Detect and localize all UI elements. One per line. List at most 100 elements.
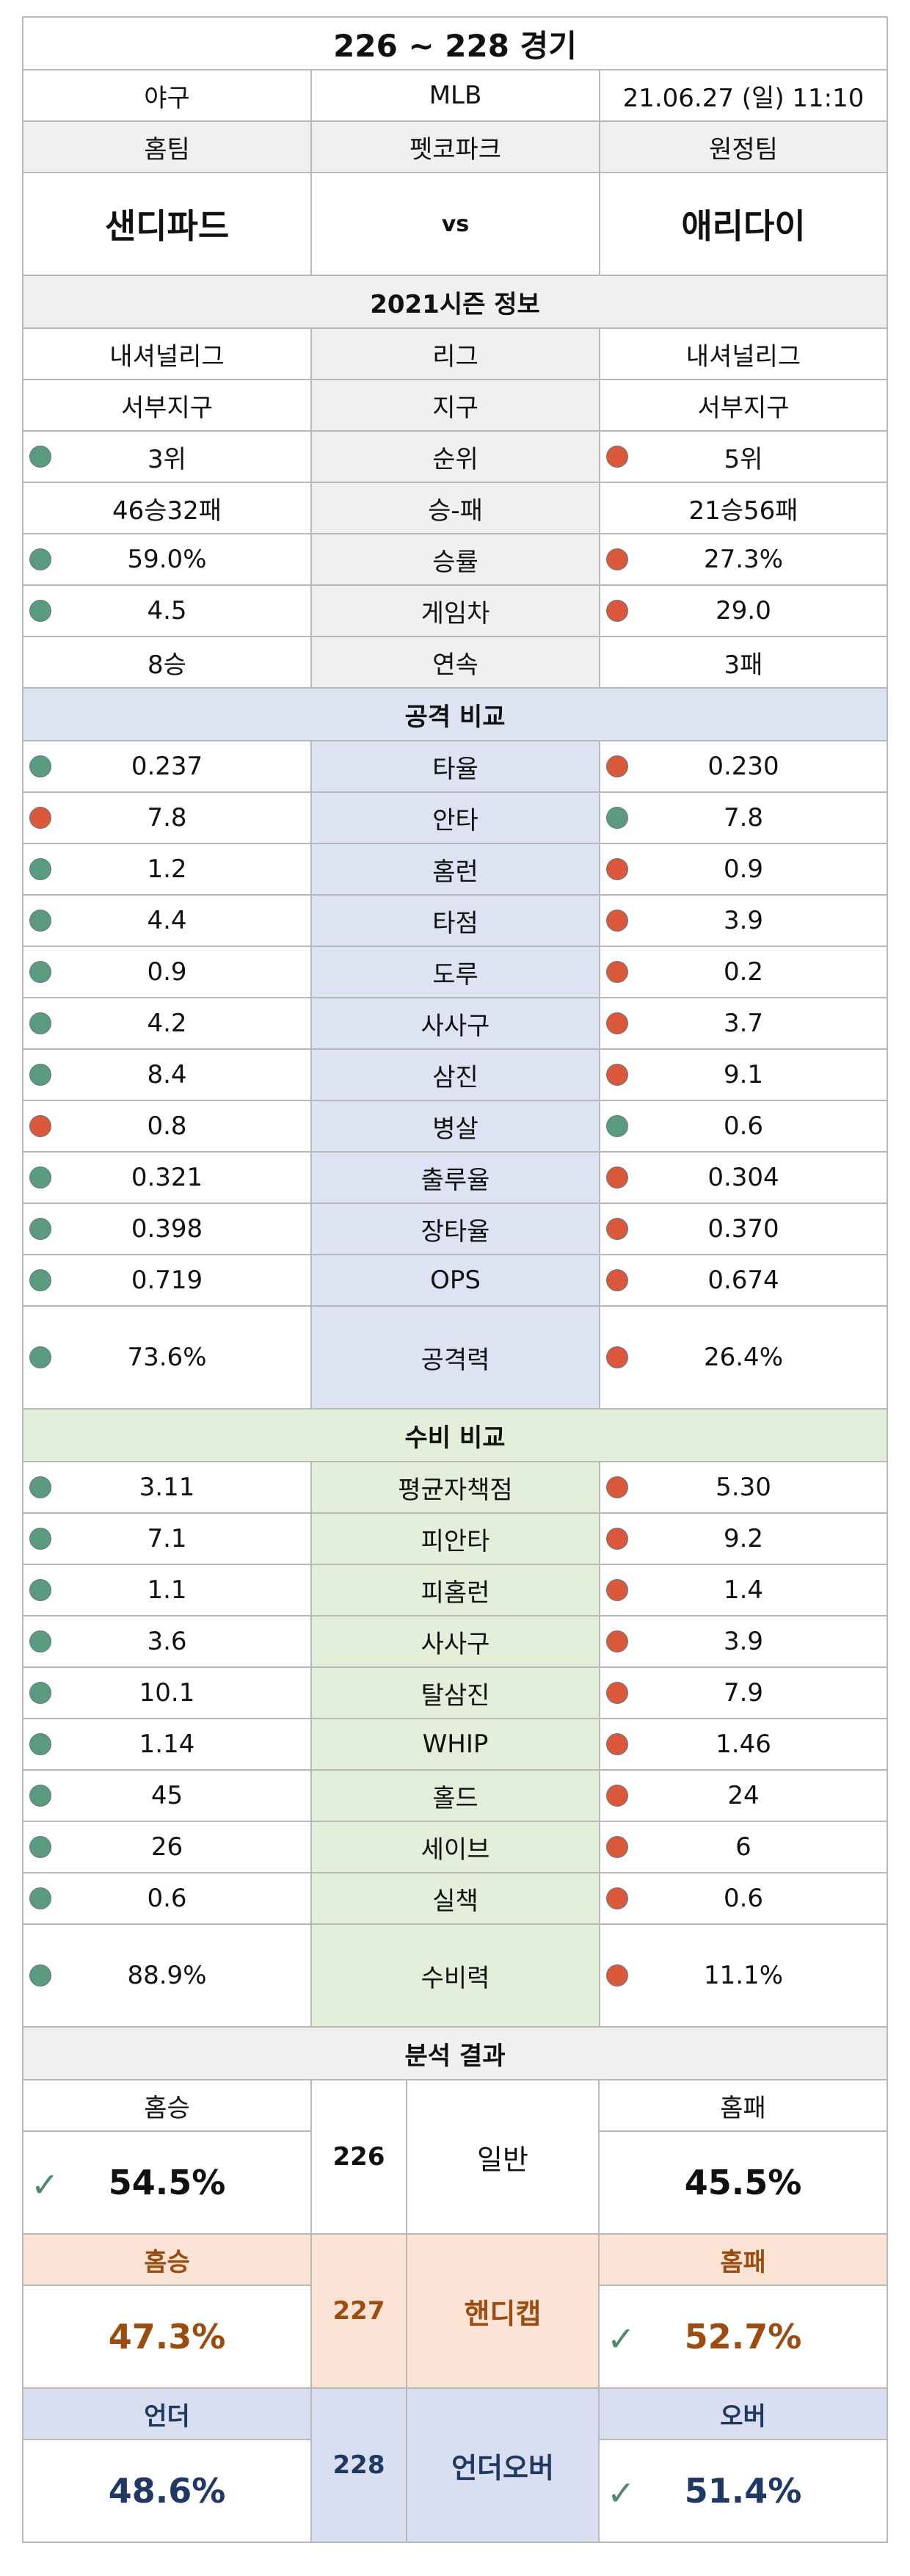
status-dot-icon bbox=[606, 548, 628, 570]
away-value: 27.3% bbox=[600, 534, 887, 584]
away-value-text: 7.8 bbox=[723, 803, 764, 832]
analysis-table: 홈승 54.5% ✓ 226 일반 홈패 45.5% 홈승 47.3% 227 핸디캡 홈패 52.7%… bbox=[22, 2080, 888, 2543]
home-value: 88.9% bbox=[23, 1925, 312, 2026]
away-value: 21승56패 bbox=[600, 483, 887, 533]
stadium-label: 펫코파크 bbox=[312, 122, 600, 172]
away-value: 29.0 bbox=[600, 586, 887, 636]
home-value: 1.14 bbox=[23, 1719, 312, 1769]
right-outcome-label: 홈패 bbox=[600, 2235, 887, 2286]
checkmark-icon: ✓ bbox=[31, 2165, 59, 2205]
left-outcome-percent: 54.5% ✓ bbox=[23, 2132, 312, 2233]
home-team-header: 홈팀 bbox=[23, 122, 312, 172]
home-value-text: 8.4 bbox=[147, 1060, 187, 1089]
right-outcome-label: 오버 bbox=[600, 2389, 887, 2440]
status-dot-icon bbox=[29, 1887, 51, 1909]
status-dot-icon bbox=[606, 1269, 628, 1291]
home-value-text: 10.1 bbox=[139, 1678, 195, 1708]
home-value-text: 7.1 bbox=[147, 1524, 187, 1553]
offense-row: 1.2 홈런 0.9 bbox=[22, 844, 888, 896]
home-value: 서부지구 bbox=[23, 380, 312, 430]
stat-label: 지구 bbox=[312, 380, 600, 430]
home-value-text: 7.8 bbox=[147, 803, 187, 832]
away-value-text: 0.2 bbox=[723, 957, 764, 987]
offense-section-header: 공격 비교 bbox=[22, 689, 888, 741]
home-value: 1.2 bbox=[23, 844, 312, 894]
home-value-text: 26 bbox=[150, 1832, 183, 1862]
season-row: 4.5 게임차 29.0 bbox=[22, 586, 888, 637]
home-value: 59.0% bbox=[23, 534, 312, 584]
bet-type: 일반 bbox=[407, 2080, 600, 2233]
defense-row: 7.1 피안타 9.2 bbox=[22, 1514, 888, 1565]
home-value: 0.321 bbox=[23, 1153, 312, 1202]
home-value: 8.4 bbox=[23, 1050, 312, 1100]
away-value: 1.4 bbox=[600, 1565, 887, 1615]
status-dot-icon bbox=[606, 1476, 628, 1498]
left-outcome-label: 홈승 bbox=[23, 2235, 312, 2286]
away-value: 서부지구 bbox=[600, 380, 887, 430]
home-value: 4.4 bbox=[23, 896, 312, 946]
home-value: 7.8 bbox=[23, 793, 312, 843]
stat-label: 안타 bbox=[312, 793, 600, 843]
season-row: 8승 연속 3패 bbox=[22, 637, 888, 689]
away-value-text: 24 bbox=[727, 1781, 760, 1810]
title-row: 226 ~ 228 경기 bbox=[22, 16, 888, 70]
status-dot-icon bbox=[29, 1115, 51, 1137]
offense-row: 0.9 도루 0.2 bbox=[22, 947, 888, 998]
stat-label: 출루율 bbox=[312, 1153, 600, 1202]
home-value-text: 0.321 bbox=[131, 1163, 203, 1192]
stat-label: 세이브 bbox=[312, 1822, 600, 1872]
status-dot-icon bbox=[29, 1012, 51, 1034]
away-value-text: 9.1 bbox=[723, 1060, 764, 1089]
stat-label: 평균자책점 bbox=[312, 1462, 600, 1512]
away-value: 11.1% bbox=[600, 1925, 887, 2026]
away-value: 3.7 bbox=[600, 998, 887, 1048]
stat-label: 수비력 bbox=[312, 1925, 600, 2026]
home-value-text: 45 bbox=[150, 1781, 183, 1810]
away-value-text: 5위 bbox=[724, 444, 763, 474]
away-value-text: 내셔널리그 bbox=[685, 341, 801, 371]
stat-label: 공격력 bbox=[312, 1307, 600, 1408]
home-value-text: 46승32패 bbox=[112, 496, 222, 526]
status-dot-icon bbox=[29, 1836, 51, 1858]
status-dot-icon bbox=[29, 1785, 51, 1807]
offense-row: 8.4 삼진 9.1 bbox=[22, 1050, 888, 1101]
right-percent-text: 45.5% bbox=[684, 2163, 802, 2202]
home-value-text: 88.9% bbox=[127, 1961, 207, 1990]
home-value: 0.398 bbox=[23, 1204, 312, 1254]
defense-title: 수비 비교 bbox=[404, 1423, 506, 1453]
season-table: 내셔널리그 리그 내셔널리그 서부지구 지구 서부지구 3위 순위 5위 46승32패 승-패 21승… bbox=[22, 329, 888, 689]
home-value: 0.719 bbox=[23, 1255, 312, 1305]
home-value: 0.8 bbox=[23, 1101, 312, 1151]
away-value-text: 29.0 bbox=[716, 596, 771, 625]
home-value-text: 0.6 bbox=[147, 1884, 187, 1913]
status-dot-icon bbox=[29, 1064, 51, 1086]
home-value-text: 1.2 bbox=[147, 855, 187, 884]
away-value: 0.6 bbox=[600, 1873, 887, 1923]
home-value: 3.11 bbox=[23, 1462, 312, 1512]
bet-type: 언더오버 bbox=[407, 2389, 600, 2541]
home-value-text: 서부지구 bbox=[120, 393, 214, 423]
right-percent-text: 51.4% bbox=[684, 2471, 802, 2511]
offense-title: 공격 비교 bbox=[404, 702, 506, 732]
analysis-section-header: 분석 결과 bbox=[22, 2028, 888, 2080]
left-percent-text: 54.5% bbox=[108, 2163, 226, 2202]
away-value: 1.46 bbox=[600, 1719, 887, 1769]
offense-row: 4.4 타점 3.9 bbox=[22, 896, 888, 947]
home-value: 45 bbox=[23, 1771, 312, 1821]
stat-label: 타율 bbox=[312, 741, 600, 791]
away-value: 3패 bbox=[600, 637, 887, 687]
status-dot-icon bbox=[29, 1630, 51, 1652]
status-dot-icon bbox=[29, 858, 51, 880]
home-value-text: 1.14 bbox=[139, 1730, 195, 1759]
status-dot-icon bbox=[606, 1167, 628, 1189]
season-row: 3위 순위 5위 bbox=[22, 432, 888, 483]
stat-label: 홈런 bbox=[312, 844, 600, 894]
offense-row: 0.321 출루율 0.304 bbox=[22, 1153, 888, 1204]
team-header-row: 홈팀 펫코파크 원정팀 bbox=[22, 122, 888, 173]
status-dot-icon bbox=[29, 548, 51, 570]
status-dot-icon bbox=[29, 1218, 51, 1240]
home-value: 3.6 bbox=[23, 1617, 312, 1666]
status-dot-icon bbox=[29, 446, 51, 468]
home-value: 3위 bbox=[23, 432, 312, 482]
analysis-block-226: 홈승 54.5% ✓ 226 일반 홈패 45.5% bbox=[22, 2080, 888, 2235]
